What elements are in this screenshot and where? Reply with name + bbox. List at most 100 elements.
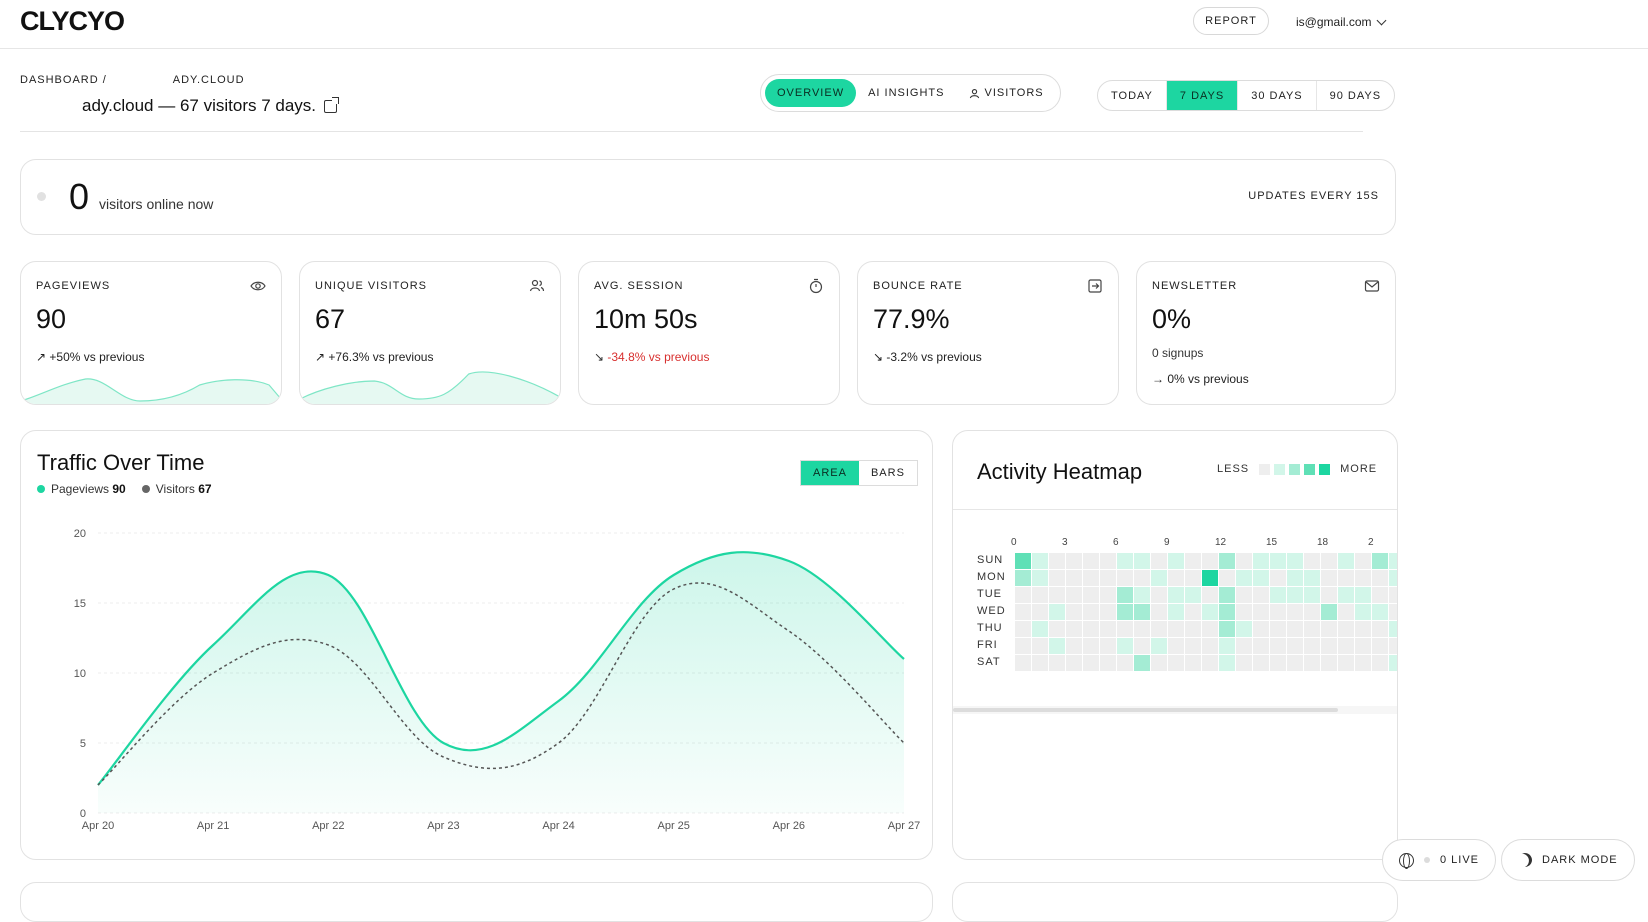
heatmap-cell[interactable] [1236, 587, 1252, 603]
heatmap-cell[interactable] [1321, 604, 1337, 620]
external-link-icon[interactable] [324, 96, 340, 113]
heatmap-cell[interactable] [1185, 621, 1201, 637]
heatmap-cell[interactable] [1372, 587, 1388, 603]
heatmap-cell[interactable] [1236, 638, 1252, 654]
heatmap-cell[interactable] [1389, 553, 1397, 569]
heatmap-cell[interactable] [1134, 604, 1150, 620]
heatmap-cell[interactable] [1270, 570, 1286, 586]
heatmap-cell[interactable] [1049, 621, 1065, 637]
heatmap-cell[interactable] [1032, 553, 1048, 569]
heatmap-cell[interactable] [1049, 655, 1065, 671]
user-menu[interactable]: is@gmail.com [1296, 15, 1386, 29]
heatmap-cell[interactable] [1202, 621, 1218, 637]
heatmap-cell[interactable] [1015, 570, 1031, 586]
heatmap-cell[interactable] [1321, 587, 1337, 603]
heatmap-cell[interactable] [1066, 553, 1082, 569]
heatmap-cell[interactable] [1066, 587, 1082, 603]
heatmap-cell[interactable] [1253, 638, 1269, 654]
heatmap-cell[interactable] [1151, 638, 1167, 654]
heatmap-cell[interactable] [1321, 570, 1337, 586]
heatmap-cell[interactable] [1287, 553, 1303, 569]
heatmap-cell[interactable] [1270, 638, 1286, 654]
heatmap-cell[interactable] [1117, 587, 1133, 603]
heatmap-cell[interactable] [1355, 604, 1371, 620]
heatmap-cell[interactable] [1355, 655, 1371, 671]
heatmap-cell[interactable] [1321, 621, 1337, 637]
heatmap-cell[interactable] [1151, 587, 1167, 603]
heatmap-cell[interactable] [1372, 570, 1388, 586]
heatmap-cell[interactable] [1134, 587, 1150, 603]
heatmap-cell[interactable] [1032, 570, 1048, 586]
heatmap-cell[interactable] [1168, 621, 1184, 637]
heatmap-cell[interactable] [1304, 621, 1320, 637]
toggle-bars[interactable]: BARS [870, 467, 905, 479]
heatmap-cell[interactable] [1134, 638, 1150, 654]
heatmap-cell[interactable] [1253, 604, 1269, 620]
heatmap-cell[interactable] [1338, 621, 1354, 637]
heatmap-cell[interactable] [1083, 604, 1099, 620]
heatmap-cell[interactable] [1372, 655, 1388, 671]
heatmap-cell[interactable] [1219, 655, 1235, 671]
heatmap-cell[interactable] [1355, 570, 1371, 586]
heatmap-cell[interactable] [1253, 655, 1269, 671]
heatmap-cell[interactable] [1049, 587, 1065, 603]
heatmap-cell[interactable] [1321, 655, 1337, 671]
heatmap-cell[interactable] [1083, 621, 1099, 637]
heatmap-cell[interactable] [1083, 570, 1099, 586]
heatmap-cell[interactable] [1066, 638, 1082, 654]
heatmap-cell[interactable] [1083, 587, 1099, 603]
dark-mode-button[interactable]: DARK MODE [1501, 839, 1635, 881]
heatmap-cell[interactable] [1202, 655, 1218, 671]
heatmap-cell[interactable] [1270, 604, 1286, 620]
heatmap-cell[interactable] [1389, 638, 1397, 654]
heatmap-cell[interactable] [1253, 621, 1269, 637]
heatmap-cell[interactable] [1219, 621, 1235, 637]
heatmap-cell[interactable] [1151, 621, 1167, 637]
tab-visitors[interactable]: VISITORS [957, 79, 1056, 107]
heatmap-cell[interactable] [1066, 621, 1082, 637]
heatmap-cell[interactable] [1287, 570, 1303, 586]
heatmap-cell[interactable] [1049, 570, 1065, 586]
heatmap-cell[interactable] [1389, 587, 1397, 603]
heatmap-cell[interactable] [1338, 604, 1354, 620]
heatmap-cell[interactable] [1270, 621, 1286, 637]
range-7-days[interactable]: 7 DAYS [1166, 81, 1239, 110]
heatmap-cell[interactable] [1304, 638, 1320, 654]
heatmap-cell[interactable] [1100, 570, 1116, 586]
heatmap-cell[interactable] [1151, 604, 1167, 620]
heatmap-cell[interactable] [1185, 587, 1201, 603]
heatmap-cell[interactable] [1032, 655, 1048, 671]
heatmap-cell[interactable] [1168, 638, 1184, 654]
heatmap-cell[interactable] [1185, 604, 1201, 620]
heatmap-cell[interactable] [1270, 553, 1286, 569]
heatmap-cell[interactable] [1355, 638, 1371, 654]
heatmap-cell[interactable] [1202, 553, 1218, 569]
heatmap-cell[interactable] [1253, 587, 1269, 603]
heatmap-cell[interactable] [1168, 604, 1184, 620]
heatmap-cell[interactable] [1015, 655, 1031, 671]
heatmap-cell[interactable] [1100, 621, 1116, 637]
heatmap-cell[interactable] [1066, 604, 1082, 620]
heatmap-cell[interactable] [1253, 570, 1269, 586]
heatmap-cell[interactable] [1389, 570, 1397, 586]
heatmap-cell[interactable] [1355, 621, 1371, 637]
heatmap-cell[interactable] [1287, 604, 1303, 620]
heatmap-cell[interactable] [1321, 553, 1337, 569]
heatmap-cell[interactable] [1372, 638, 1388, 654]
heatmap-cell[interactable] [1236, 621, 1252, 637]
heatmap-cell[interactable] [1219, 570, 1235, 586]
range-today[interactable]: TODAY [1098, 81, 1167, 110]
heatmap-cell[interactable] [1117, 604, 1133, 620]
heatmap-cell[interactable] [1219, 553, 1235, 569]
heatmap-cell[interactable] [1304, 570, 1320, 586]
heatmap-cell[interactable] [1202, 638, 1218, 654]
heatmap-cell[interactable] [1202, 570, 1218, 586]
heatmap-cell[interactable] [1304, 553, 1320, 569]
heatmap-cell[interactable] [1236, 604, 1252, 620]
heatmap-cell[interactable] [1287, 587, 1303, 603]
tab-ai-insights[interactable]: AI INSIGHTS [856, 79, 956, 107]
heatmap-cell[interactable] [1202, 604, 1218, 620]
toggle-area[interactable]: AREA [801, 461, 859, 485]
heatmap-cell[interactable] [1355, 553, 1371, 569]
heatmap-cell[interactable] [1287, 655, 1303, 671]
